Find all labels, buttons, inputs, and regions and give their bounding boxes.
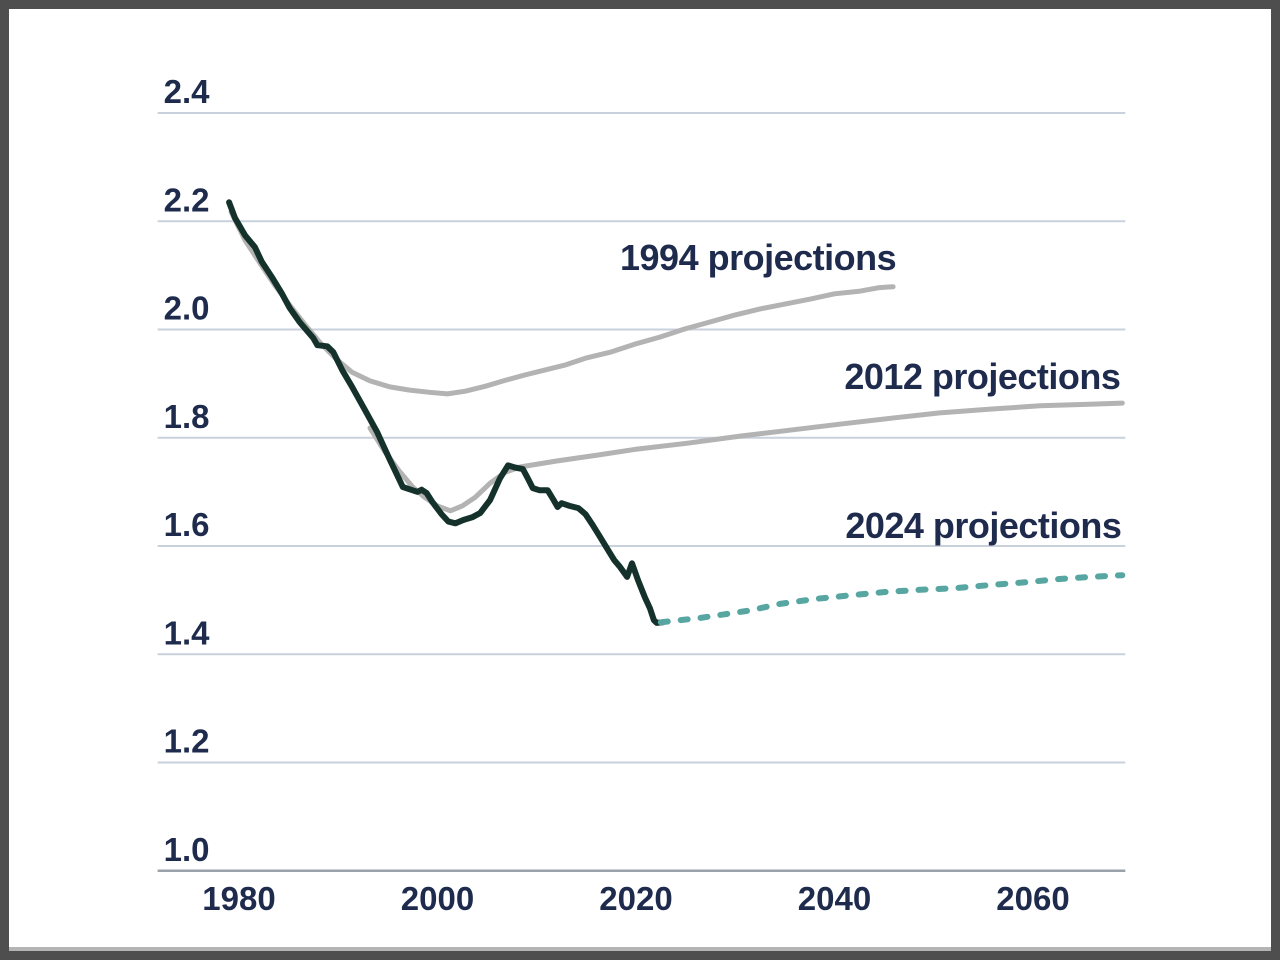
x-tick-label: 1980 [202, 880, 275, 917]
fertility-projections-chart: 2.4 2.2 2.0 1.8 1.6 1.4 1.2 1.0 1980 2000 2020 2040… [9, 73, 1271, 951]
window-bottom-edge [9, 947, 1271, 951]
y-tick-label: 1.6 [164, 506, 210, 543]
series-2024-projections-line [657, 572, 1126, 626]
y-tick-label: 2.0 [164, 290, 210, 327]
y-tick-label: 2.4 [164, 73, 211, 110]
x-tick-label: 2020 [599, 880, 672, 917]
x-tick-label: 2040 [798, 880, 871, 917]
y-tick-label: 1.2 [164, 723, 210, 760]
y-tick-label: 1.8 [164, 398, 210, 435]
y-tick-label: 2.2 [164, 181, 210, 218]
y-tick-label: 1.0 [164, 831, 210, 868]
series-label: 2012 projections [844, 356, 1120, 397]
series-label: 1994 projections [620, 237, 896, 278]
series-label: 2024 projections [845, 505, 1121, 546]
series-historical-line [226, 199, 666, 626]
y-tick-label: 1.4 [164, 614, 211, 651]
series-2012-projections-line [367, 400, 1125, 514]
x-tick-label: 2060 [996, 880, 1069, 917]
x-tick-label: 2000 [401, 880, 474, 917]
